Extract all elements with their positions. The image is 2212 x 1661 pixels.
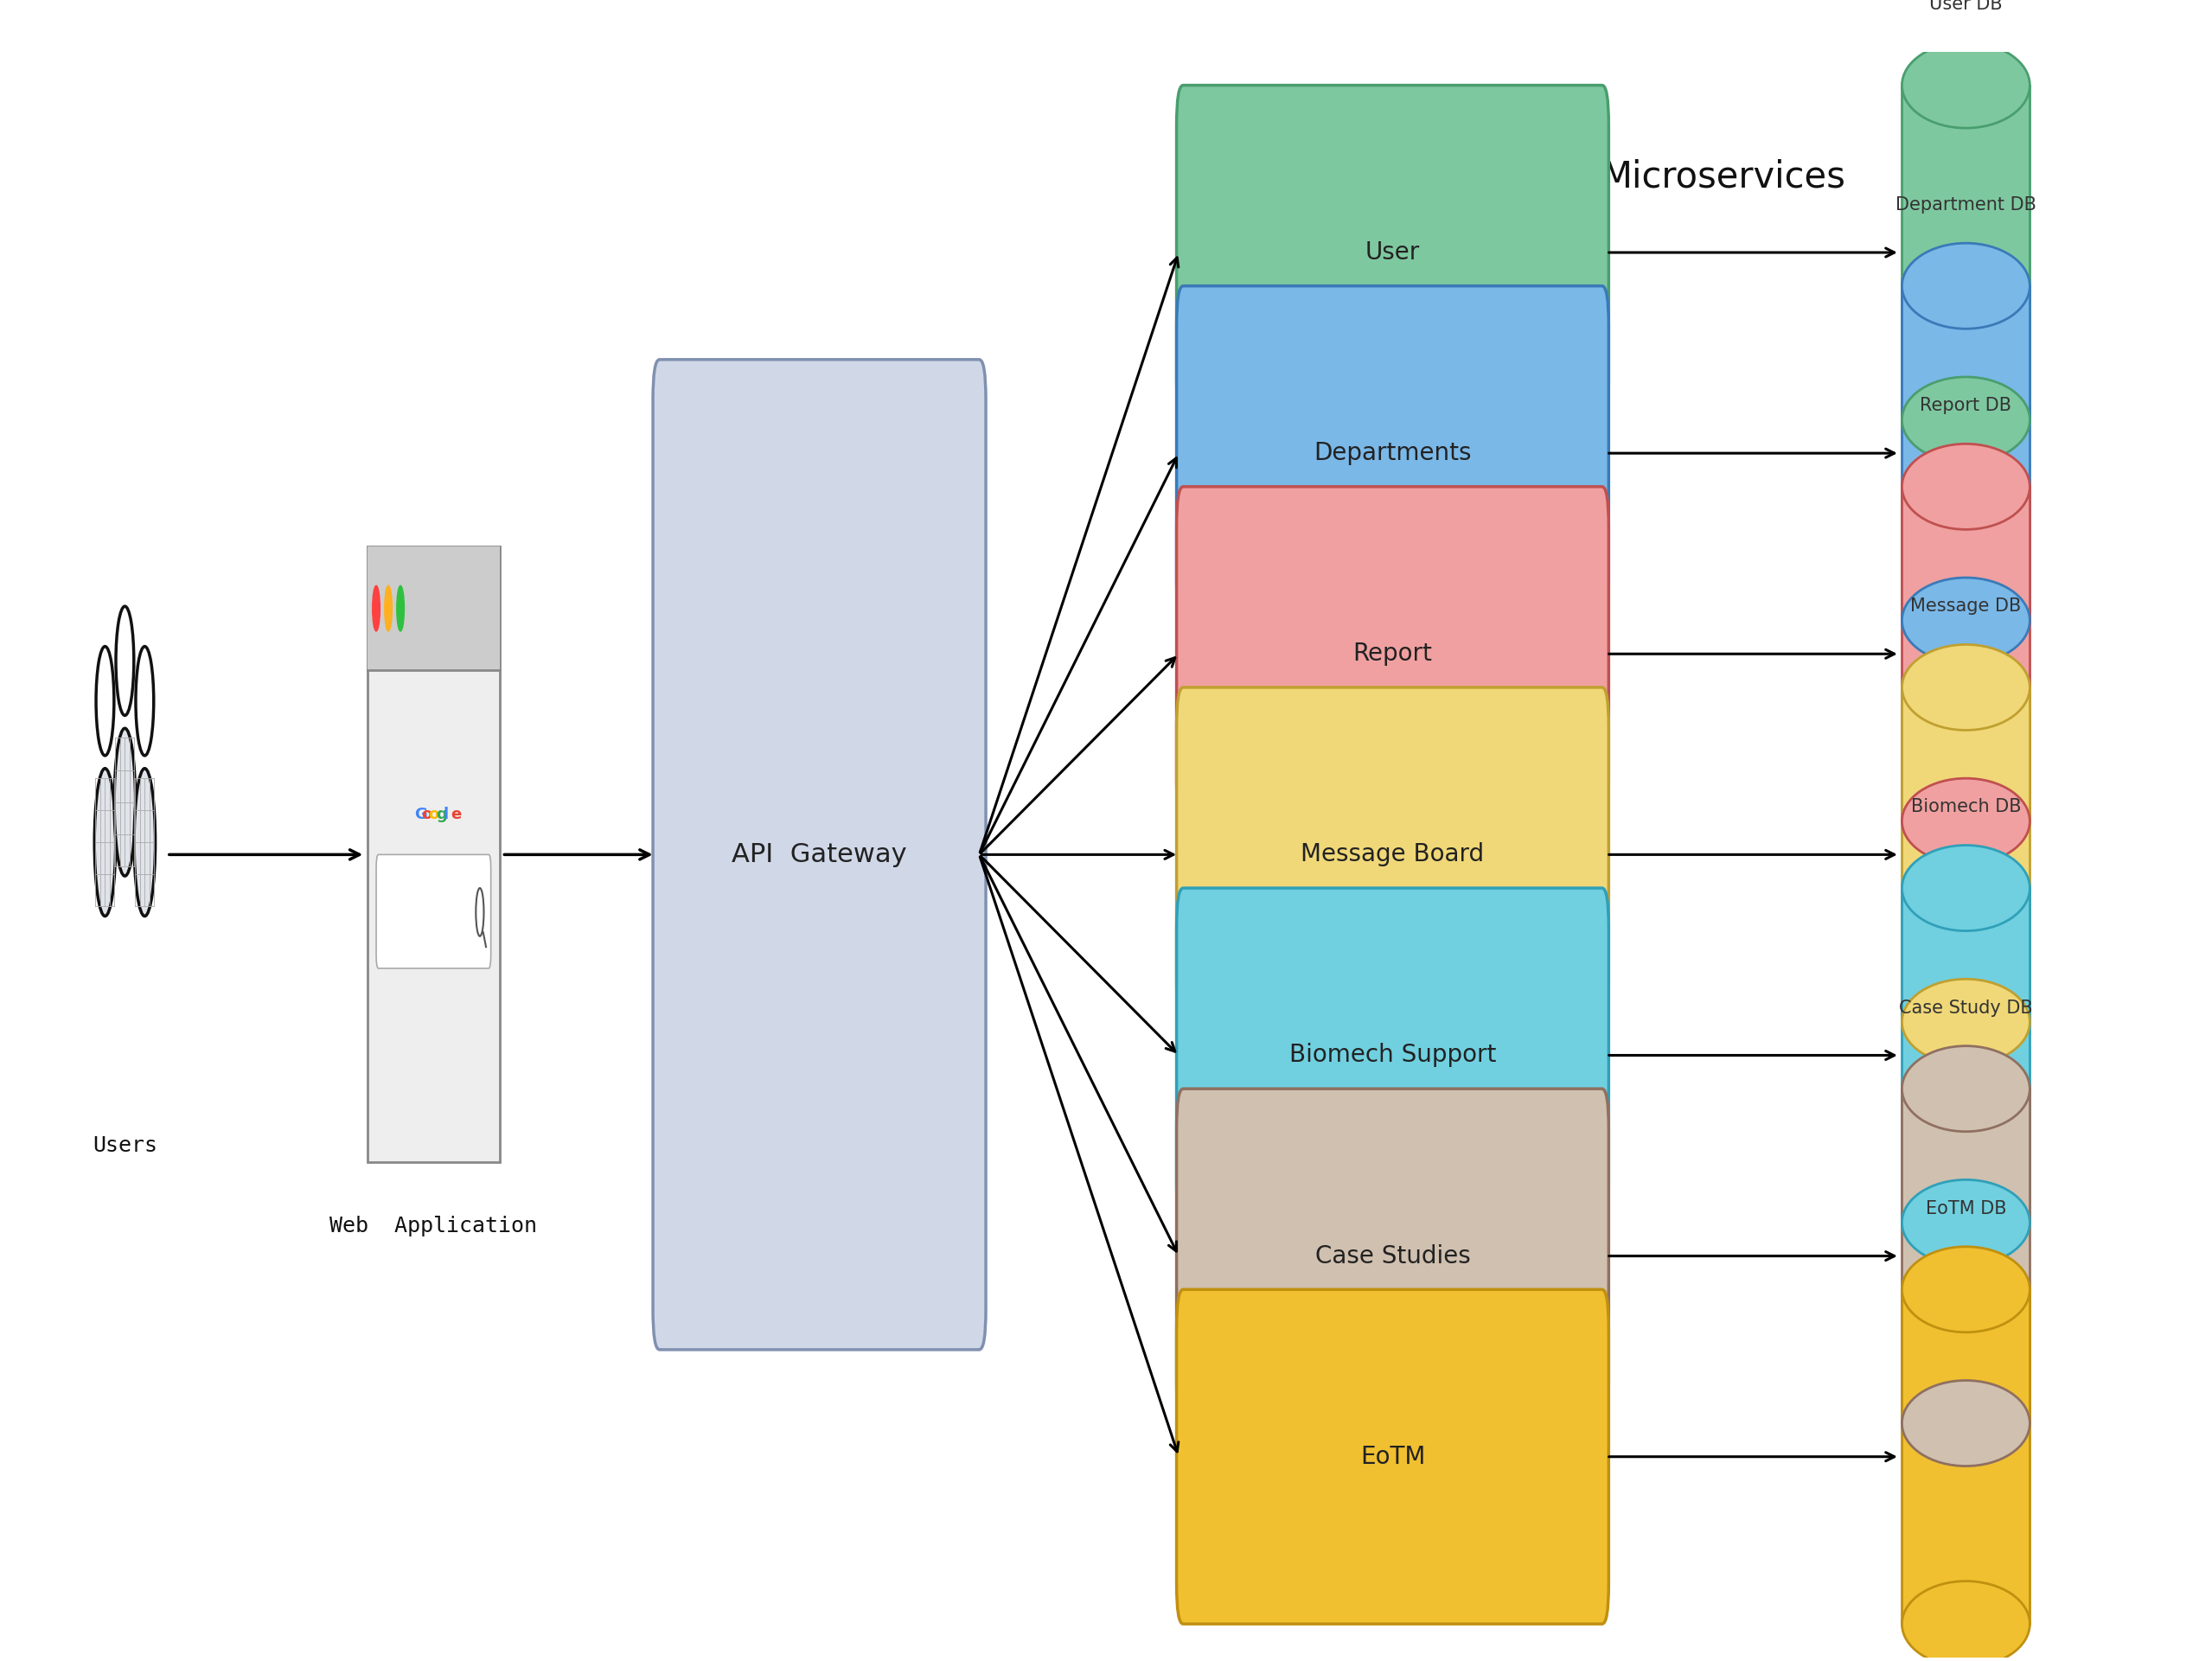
FancyBboxPatch shape (1902, 1289, 2031, 1624)
Circle shape (372, 586, 380, 631)
Text: EoTM: EoTM (1360, 1445, 1425, 1468)
Ellipse shape (1902, 644, 2031, 731)
FancyBboxPatch shape (1177, 688, 1608, 1022)
Circle shape (115, 606, 135, 716)
Text: User DB: User DB (1929, 0, 2002, 13)
FancyBboxPatch shape (376, 855, 491, 968)
Ellipse shape (95, 769, 115, 917)
Ellipse shape (1902, 1380, 2031, 1467)
Circle shape (385, 586, 392, 631)
Text: EoTM DB: EoTM DB (1924, 1199, 2006, 1218)
Text: o: o (429, 807, 440, 822)
Text: o: o (422, 807, 431, 822)
Ellipse shape (1902, 43, 2031, 128)
Ellipse shape (1902, 1581, 2031, 1661)
Text: Case Study DB: Case Study DB (1900, 1000, 2033, 1017)
Circle shape (135, 646, 153, 756)
Ellipse shape (1902, 443, 2031, 530)
Text: G: G (414, 807, 427, 822)
Text: Biomech Support: Biomech Support (1290, 1043, 1495, 1068)
Ellipse shape (1902, 1247, 2031, 1332)
FancyBboxPatch shape (1902, 688, 2031, 1022)
Bar (367, 546, 500, 669)
Text: Department DB: Department DB (1896, 196, 2037, 214)
FancyBboxPatch shape (1177, 1088, 1608, 1423)
Ellipse shape (115, 728, 135, 875)
FancyBboxPatch shape (1177, 85, 1608, 420)
Text: Report DB: Report DB (1920, 397, 2011, 414)
Ellipse shape (1902, 1046, 2031, 1131)
Ellipse shape (1902, 377, 2031, 462)
Circle shape (396, 586, 405, 631)
Ellipse shape (1902, 1179, 2031, 1266)
FancyBboxPatch shape (1902, 889, 2031, 1222)
FancyBboxPatch shape (1902, 85, 2031, 420)
Ellipse shape (1902, 243, 2031, 329)
Ellipse shape (1902, 779, 2031, 864)
Text: Web  Application: Web Application (330, 1216, 538, 1236)
Ellipse shape (135, 769, 155, 917)
FancyBboxPatch shape (367, 546, 500, 1163)
FancyBboxPatch shape (1177, 889, 1608, 1222)
Text: l: l (442, 807, 449, 822)
Text: Case Studies: Case Studies (1314, 1244, 1471, 1267)
Ellipse shape (1902, 978, 2031, 1065)
Text: e: e (451, 807, 460, 822)
FancyBboxPatch shape (1177, 487, 1608, 821)
Text: g: g (436, 807, 447, 822)
FancyBboxPatch shape (1902, 487, 2031, 821)
FancyBboxPatch shape (1902, 1088, 2031, 1423)
Text: Users: Users (93, 1136, 157, 1156)
FancyBboxPatch shape (1177, 286, 1608, 621)
Text: Microservices: Microservices (1601, 159, 1845, 194)
Text: User: User (1365, 241, 1420, 264)
Text: Message DB: Message DB (1911, 598, 2022, 615)
Text: Biomech DB: Biomech DB (1911, 799, 2022, 816)
FancyBboxPatch shape (653, 359, 987, 1350)
Text: API  Gateway: API Gateway (732, 842, 907, 867)
Ellipse shape (1902, 578, 2031, 663)
Text: Message Board: Message Board (1301, 842, 1484, 867)
Text: Departments: Departments (1314, 442, 1471, 465)
FancyBboxPatch shape (1177, 1289, 1608, 1624)
Circle shape (95, 646, 115, 756)
Text: Report: Report (1354, 641, 1433, 666)
Ellipse shape (1902, 845, 2031, 930)
FancyBboxPatch shape (1902, 286, 2031, 621)
